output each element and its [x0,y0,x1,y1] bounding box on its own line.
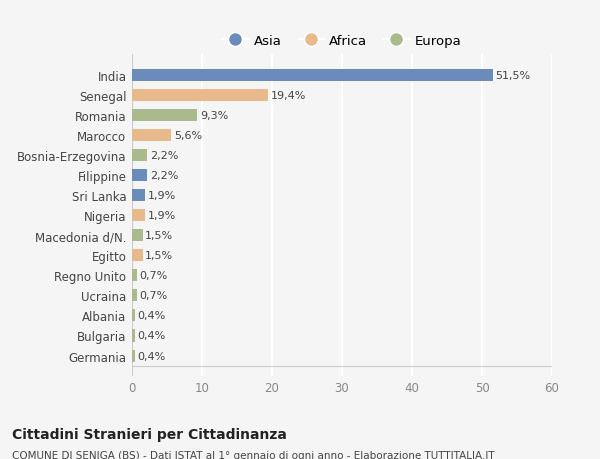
Text: COMUNE DI SENIGA (BS) - Dati ISTAT al 1° gennaio di ogni anno - Elaborazione TUT: COMUNE DI SENIGA (BS) - Dati ISTAT al 1°… [12,450,494,459]
Bar [132,230,143,242]
Bar [132,350,135,362]
Text: 1,9%: 1,9% [148,211,176,221]
Bar [132,310,135,322]
Text: 2,2%: 2,2% [150,151,179,161]
Bar [132,290,137,302]
Bar [132,110,197,122]
Bar [132,330,135,342]
Bar [132,70,493,82]
Bar [132,170,148,182]
Bar [132,150,148,162]
Bar [132,130,171,142]
Bar [132,250,143,262]
Bar [132,210,145,222]
Text: 19,4%: 19,4% [271,91,306,101]
Text: 0,4%: 0,4% [137,351,166,361]
Text: 51,5%: 51,5% [496,71,530,81]
Text: 0,4%: 0,4% [137,331,166,341]
Text: 2,2%: 2,2% [150,171,179,181]
Text: 1,9%: 1,9% [148,191,176,201]
Text: 1,5%: 1,5% [145,231,173,241]
Bar [132,270,137,282]
Text: 9,3%: 9,3% [200,111,228,121]
Text: 0,4%: 0,4% [137,311,166,321]
Text: 5,6%: 5,6% [174,131,202,141]
Legend: Asia, Africa, Europa: Asia, Africa, Europa [217,29,467,53]
Text: Cittadini Stranieri per Cittadinanza: Cittadini Stranieri per Cittadinanza [12,427,287,441]
Text: 0,7%: 0,7% [140,271,168,281]
Text: 0,7%: 0,7% [140,291,168,301]
Text: 1,5%: 1,5% [145,251,173,261]
Bar [132,190,145,202]
Bar [132,90,268,102]
